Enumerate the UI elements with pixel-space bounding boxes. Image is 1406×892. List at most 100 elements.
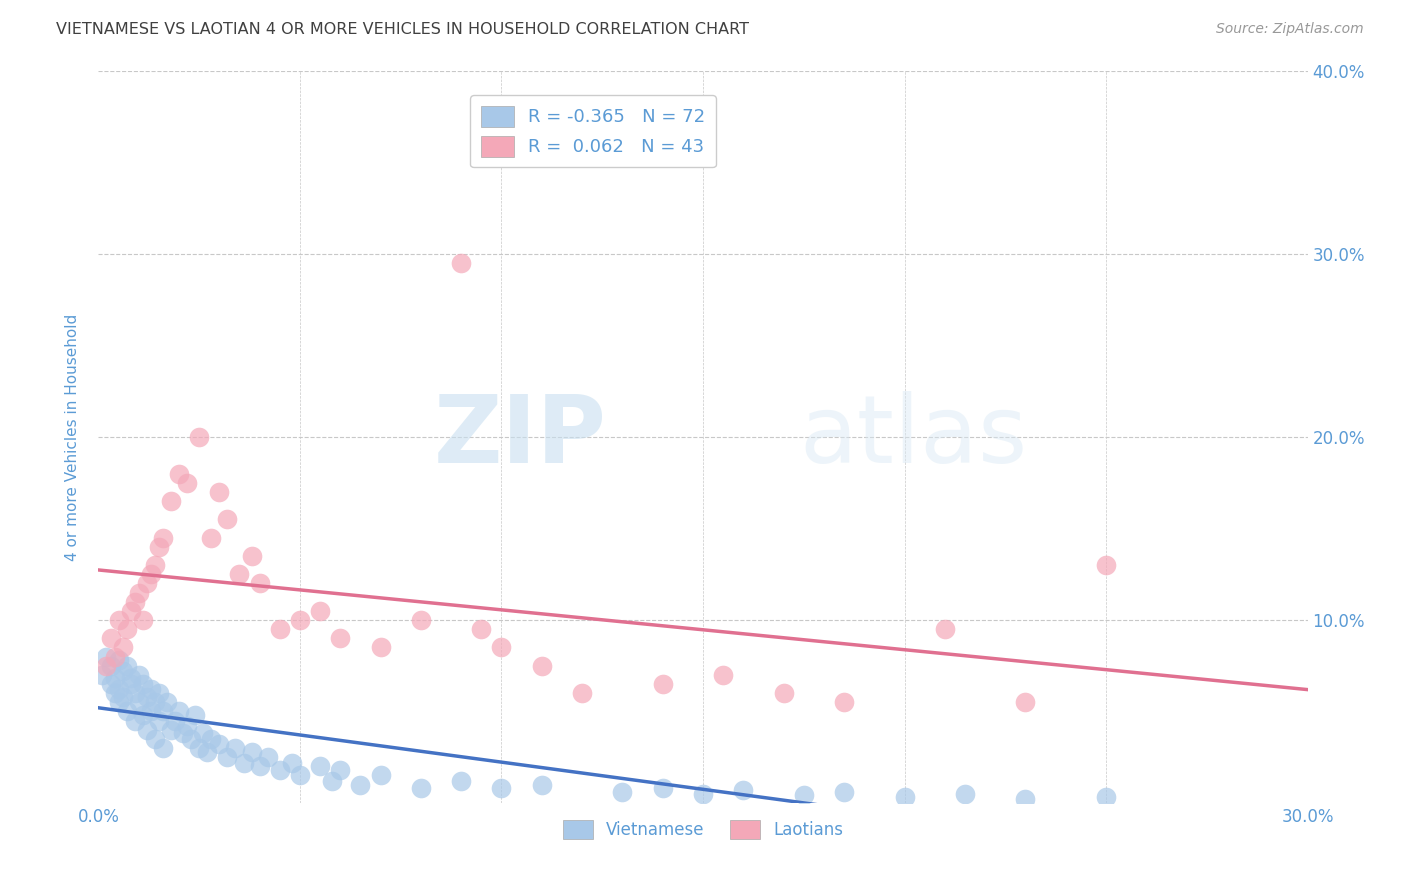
- Point: [135, 723, 157, 737]
- Text: ZIP: ZIP: [433, 391, 606, 483]
- Point: [103, 672, 125, 686]
- Point: [148, 686, 170, 700]
- Point: [176, 719, 198, 733]
- Point: [370, 640, 392, 655]
- Point: [269, 763, 291, 777]
- Point: [256, 750, 278, 764]
- Point: [120, 604, 142, 618]
- Point: [115, 622, 138, 636]
- Point: [135, 576, 157, 591]
- Point: [832, 785, 855, 799]
- Point: [188, 430, 211, 444]
- Point: [832, 695, 855, 709]
- Point: [103, 649, 125, 664]
- Point: [893, 790, 915, 805]
- Point: [208, 485, 231, 500]
- Point: [249, 576, 271, 591]
- Point: [321, 773, 343, 788]
- Point: [143, 731, 166, 746]
- Point: [200, 731, 222, 746]
- Point: [208, 737, 231, 751]
- Point: [96, 658, 118, 673]
- Point: [156, 695, 179, 709]
- Point: [651, 677, 673, 691]
- Point: [91, 667, 114, 681]
- Point: [120, 677, 142, 691]
- Point: [132, 613, 155, 627]
- Point: [772, 686, 794, 700]
- Point: [692, 787, 714, 801]
- Point: [651, 781, 673, 796]
- Point: [139, 682, 162, 697]
- Point: [103, 686, 125, 700]
- Point: [107, 682, 129, 697]
- Point: [143, 558, 166, 573]
- Point: [288, 613, 311, 627]
- Point: [571, 686, 593, 700]
- Point: [491, 781, 513, 796]
- Text: atlas: atlas: [800, 391, 1028, 483]
- Point: [733, 783, 755, 797]
- Point: [228, 567, 250, 582]
- Point: [160, 494, 183, 508]
- Point: [139, 567, 162, 582]
- Point: [530, 658, 553, 673]
- Point: [1095, 790, 1118, 805]
- Point: [309, 604, 332, 618]
- Point: [184, 708, 207, 723]
- Point: [132, 677, 155, 691]
- Point: [370, 768, 392, 782]
- Point: [409, 781, 432, 796]
- Point: [409, 613, 432, 627]
- Text: VIETNAMESE VS LAOTIAN 4 OR MORE VEHICLES IN HOUSEHOLD CORRELATION CHART: VIETNAMESE VS LAOTIAN 4 OR MORE VEHICLES…: [56, 22, 749, 37]
- Point: [160, 723, 183, 737]
- Point: [329, 763, 352, 777]
- Point: [188, 740, 211, 755]
- Point: [195, 745, 218, 759]
- Point: [115, 705, 138, 719]
- Point: [100, 632, 122, 646]
- Point: [139, 705, 162, 719]
- Point: [491, 640, 513, 655]
- Point: [329, 632, 352, 646]
- Point: [148, 714, 170, 728]
- Point: [124, 594, 146, 608]
- Point: [111, 664, 134, 678]
- Point: [200, 531, 222, 545]
- Point: [1014, 792, 1036, 806]
- Point: [240, 745, 263, 759]
- Point: [128, 585, 150, 599]
- Point: [953, 787, 976, 801]
- Point: [793, 789, 815, 803]
- Point: [152, 705, 174, 719]
- Point: [217, 750, 239, 764]
- Point: [934, 622, 956, 636]
- Point: [176, 475, 198, 490]
- Point: [124, 686, 146, 700]
- Point: [148, 540, 170, 554]
- Point: [309, 759, 332, 773]
- Point: [115, 658, 138, 673]
- Point: [124, 714, 146, 728]
- Point: [135, 690, 157, 704]
- Point: [193, 726, 215, 740]
- Point: [612, 785, 634, 799]
- Point: [711, 667, 734, 681]
- Point: [224, 740, 246, 755]
- Point: [100, 658, 122, 673]
- Point: [96, 649, 118, 664]
- Point: [249, 759, 271, 773]
- Point: [100, 677, 122, 691]
- Point: [530, 778, 553, 792]
- Point: [163, 714, 186, 728]
- Point: [143, 695, 166, 709]
- Point: [349, 778, 371, 792]
- Point: [111, 690, 134, 704]
- Point: [450, 773, 472, 788]
- Text: Source: ZipAtlas.com: Source: ZipAtlas.com: [1216, 22, 1364, 37]
- Point: [152, 740, 174, 755]
- Point: [470, 622, 492, 636]
- Point: [167, 705, 190, 719]
- Point: [180, 731, 202, 746]
- Point: [232, 756, 254, 770]
